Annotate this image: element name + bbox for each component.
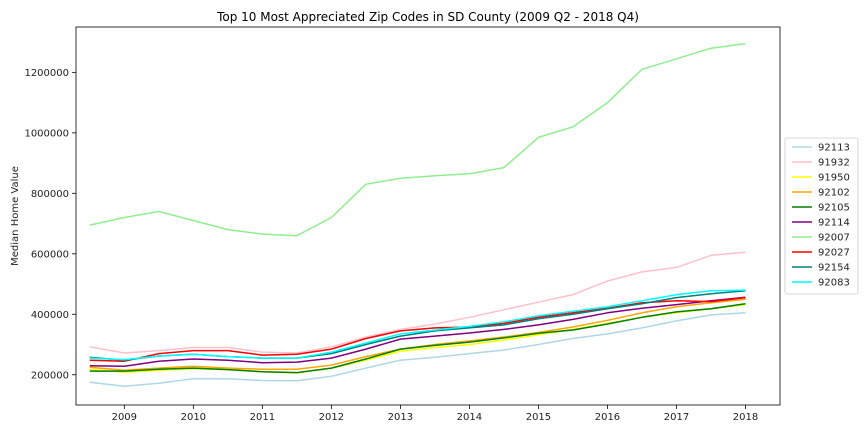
- legend: 92113 91932 91950 92102 92105 92114 92007 92027…: [784, 137, 859, 295]
- x-tick-label: 2010: [181, 412, 206, 423]
- series-line-92113: [89, 312, 746, 388]
- x-tick-label: 2014: [457, 412, 482, 423]
- legend-label-92105: 92105: [818, 203, 850, 214]
- x-tick-label: 2018: [733, 412, 758, 423]
- series-line-91932: [89, 251, 746, 354]
- y-tick-label: 400000: [31, 310, 69, 321]
- series-line-92007: [89, 42, 746, 237]
- y-tick-label: 1200000: [24, 68, 69, 79]
- y-tick-label: 1000000: [24, 128, 69, 139]
- series-line-92105: [89, 302, 746, 374]
- legend-label-92007: 92007: [818, 233, 850, 244]
- y-tick-label: 600000: [31, 249, 69, 260]
- y-axis-label: Median Home Value: [10, 166, 21, 266]
- series-line-92083: [89, 289, 746, 361]
- x-tick-label: 2009: [112, 412, 137, 423]
- y-tick-label: 200000: [31, 370, 69, 381]
- x-tick-label: 2012: [319, 412, 344, 423]
- legend-label-92102: 92102: [818, 188, 850, 199]
- legend-label-92083: 92083: [818, 278, 850, 289]
- y-tick-label: 800000: [31, 189, 69, 200]
- series-lines: [89, 42, 746, 388]
- x-tick-label: 2017: [664, 412, 689, 423]
- x-tick-label: 2011: [250, 412, 275, 423]
- chart-title: Top 10 Most Appreciated Zip Codes in SD …: [216, 10, 639, 24]
- x-tick-label: 2016: [595, 412, 620, 423]
- plot-frame: [75, 26, 781, 406]
- series-line-91950: [89, 303, 746, 374]
- legend-label-92027: 92027: [818, 248, 850, 259]
- legend-label-92114: 92114: [818, 218, 850, 229]
- x-tick-label: 2015: [526, 412, 551, 423]
- x-tick-label: 2013: [388, 412, 413, 423]
- y-axis: 200000 400000 600000 800000 1000000 1200000: [24, 68, 76, 381]
- legend-label-91950: 91950: [818, 173, 850, 184]
- series-line-92114: [89, 296, 746, 368]
- x-axis: 2009 2010 2011 2012 2013 2014 2015 2016 2017 2018: [112, 405, 758, 423]
- series-line-92027: [89, 296, 746, 362]
- legend-label-92154: 92154: [818, 263, 850, 274]
- legend-label-92113: 92113: [818, 143, 850, 154]
- legend-label-91932: 91932: [818, 158, 850, 169]
